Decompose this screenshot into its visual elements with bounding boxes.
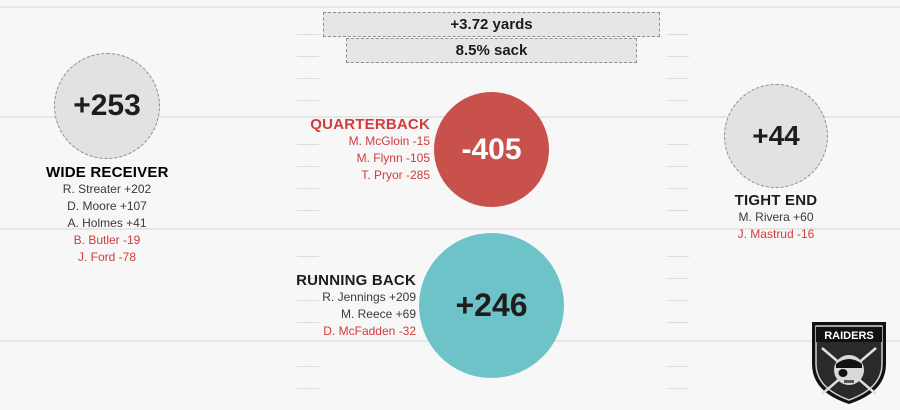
hash-mark [297, 56, 319, 57]
hash-mark [667, 34, 689, 35]
hash-mark [297, 278, 319, 279]
quarterback-total: -405 [461, 132, 522, 166]
hash-mark [667, 210, 689, 211]
player-line: M. McGloin -15 [348, 134, 430, 148]
wide-receiver-total-circle: +253 [54, 53, 160, 159]
running-back-total: +246 [455, 287, 528, 323]
player-line: D. Moore +107 [67, 199, 147, 213]
hash-mark [667, 322, 689, 323]
hash-mark [297, 256, 319, 257]
quarterback-players: M. McGloin -15 M. Flynn -105 T. Pryor -2… [290, 133, 430, 184]
tight-end-title: TIGHT END [734, 192, 818, 209]
hash-mark [297, 166, 319, 167]
hash-mark [667, 100, 689, 101]
player-line: J. Mastrud -16 [737, 227, 815, 241]
hash-mark [297, 144, 319, 145]
hash-mark [297, 34, 319, 35]
player-line: B. Butler -19 [73, 233, 141, 247]
wide-receiver-total: +253 [73, 89, 141, 122]
yard-line [0, 228, 900, 230]
hash-mark [297, 188, 319, 189]
quarterback-total-circle: -405 [434, 92, 549, 207]
sack-rate-box: 8.5% sack [346, 38, 637, 63]
hash-mark [667, 300, 689, 301]
hash-mark [297, 210, 319, 211]
yard-line [0, 6, 900, 8]
sack-rate-text: 8.5% sack [455, 42, 528, 59]
hash-mark [297, 322, 319, 323]
wide-receiver-players: R. Streater +202 D. Moore +107 A. Holmes… [32, 181, 182, 266]
tight-end-total-circle: +44 [724, 84, 828, 188]
player-line: J. Ford -78 [77, 250, 137, 264]
running-back-total-circle: +246 [419, 233, 564, 378]
wide-receiver-title: WIDE RECEIVER [46, 164, 169, 181]
tight-end-total: +44 [752, 120, 800, 151]
raiders-logo-text: RAIDERS [824, 330, 874, 342]
hash-mark [667, 278, 689, 279]
running-back-title: RUNNING BACK [296, 272, 416, 289]
player-line: M. Flynn -105 [356, 151, 430, 165]
player-line: R. Streater +202 [62, 182, 152, 196]
hash-mark [667, 188, 689, 189]
hash-mark [667, 366, 689, 367]
hash-mark [297, 78, 319, 79]
hash-mark [297, 366, 319, 367]
tight-end-players: M. Rivera +60 J. Mastrud -16 [706, 209, 846, 243]
hash-mark [667, 166, 689, 167]
raiders-logo: RAIDERS [812, 322, 886, 404]
player-line: A. Holmes +41 [67, 216, 147, 230]
running-back-players: R. Jennings +209 M. Reece +69 D. McFadde… [276, 289, 416, 340]
hash-mark [667, 388, 689, 389]
yards-per-play-text: +3.72 yards [450, 16, 533, 33]
hash-mark [297, 388, 319, 389]
hash-mark [297, 100, 319, 101]
hash-mark [667, 56, 689, 57]
hash-mark [297, 300, 319, 301]
player-line: T. Pryor -285 [361, 168, 430, 182]
player-line: M. Reece +69 [340, 307, 416, 321]
player-line: M. Rivera +60 [738, 210, 814, 224]
hash-mark [667, 256, 689, 257]
player-line: R. Jennings +209 [322, 290, 416, 304]
hash-mark [667, 78, 689, 79]
hash-mark [667, 144, 689, 145]
yards-per-play-box: +3.72 yards [323, 12, 660, 37]
player-line: D. McFadden -32 [323, 324, 416, 338]
quarterback-title: QUARTERBACK [310, 116, 430, 133]
